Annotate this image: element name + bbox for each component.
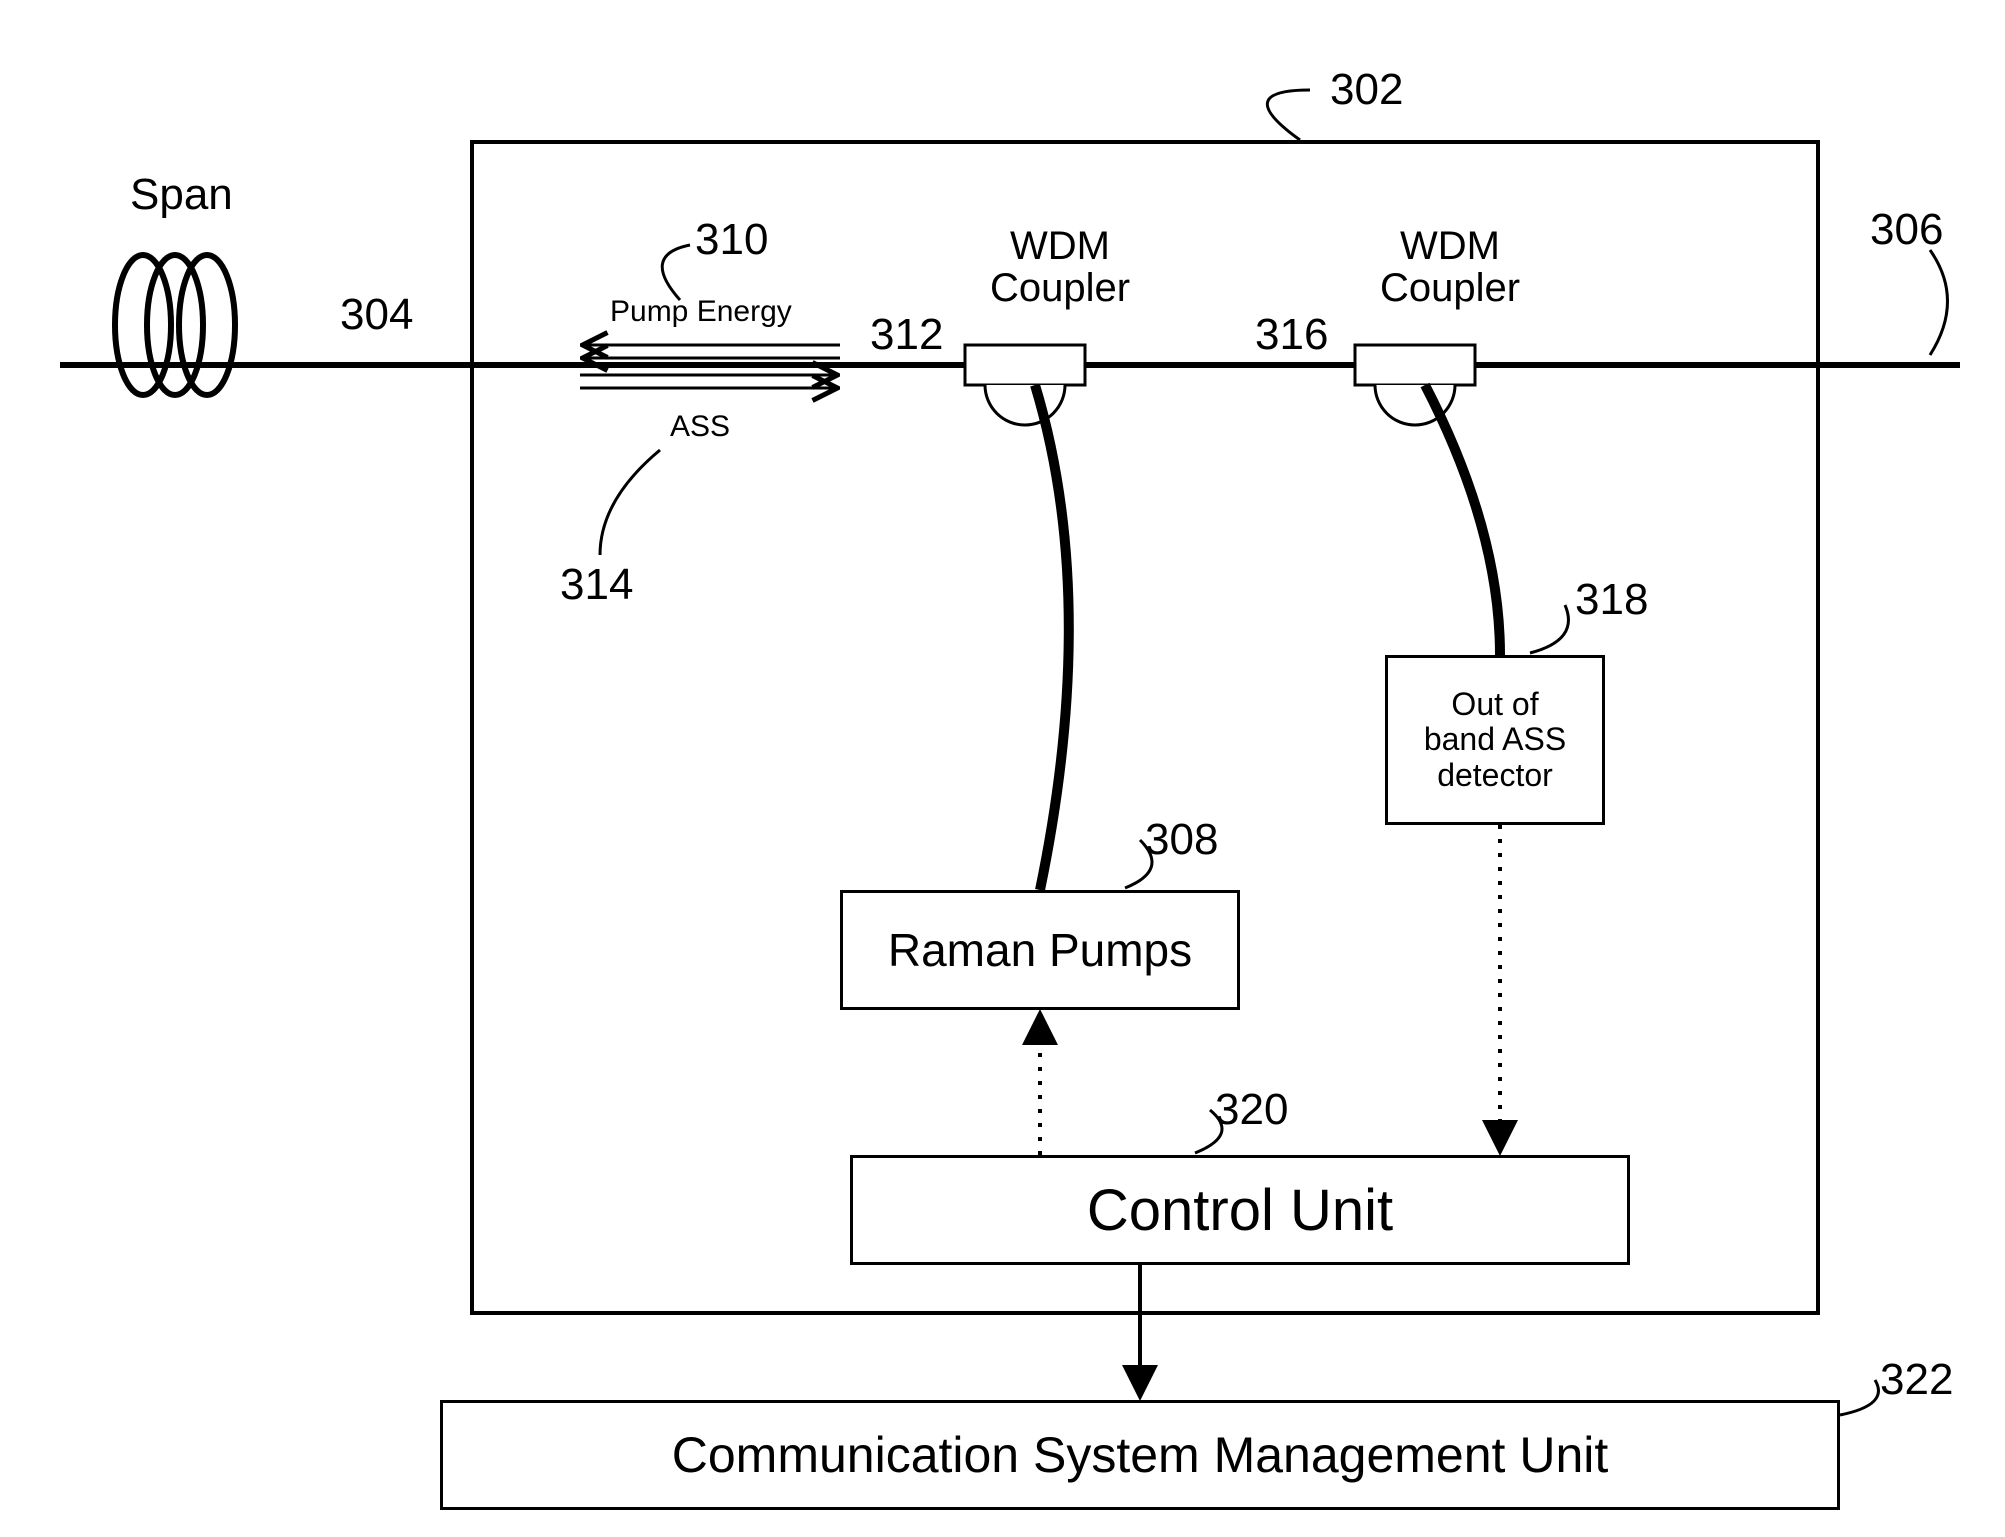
- ref-308: 308: [1145, 815, 1218, 865]
- leader-322: [1840, 1380, 1878, 1415]
- coupler2-wdm: WDM: [1350, 225, 1550, 267]
- span-label: Span: [130, 170, 233, 220]
- span-coil-icon: [115, 255, 235, 395]
- ref-320: 320: [1215, 1085, 1288, 1135]
- ref-322: 322: [1880, 1355, 1953, 1405]
- ref-306: 306: [1870, 205, 1943, 255]
- ass-label: ASS: [670, 410, 730, 444]
- control-unit-block: Control Unit: [850, 1155, 1630, 1265]
- diagram-canvas: Raman Pumps Out of band ASS detector Con…: [0, 0, 2005, 1537]
- ref-304: 304: [340, 290, 413, 340]
- ref-312: 312: [870, 310, 943, 360]
- coupler1-coupler: Coupler: [960, 267, 1160, 309]
- leader-302: [1267, 90, 1310, 140]
- detector-label-group: Out of band ASS detector: [1424, 687, 1566, 793]
- mgmt-unit-label: Communication System Management Unit: [672, 1426, 1609, 1484]
- mgmt-unit-block: Communication System Management Unit: [440, 1400, 1840, 1510]
- ref-302: 302: [1330, 65, 1403, 115]
- coupler1-title-block: WDM Coupler: [960, 225, 1160, 309]
- detector-line1: Out of: [1424, 687, 1566, 722]
- leader-306: [1930, 250, 1948, 355]
- ref-310: 310: [695, 215, 768, 265]
- pump-energy-label: Pump Energy: [610, 295, 792, 329]
- detector-line2: band ASS: [1424, 722, 1566, 757]
- detector-block: Out of band ASS detector: [1385, 655, 1605, 825]
- raman-pumps-label: Raman Pumps: [888, 923, 1192, 977]
- coupler1-wdm: WDM: [960, 225, 1160, 267]
- ref-318: 318: [1575, 575, 1648, 625]
- ref-316: 316: [1255, 310, 1328, 360]
- detector-line3: detector: [1424, 758, 1566, 793]
- control-unit-label: Control Unit: [1087, 1177, 1393, 1244]
- ref-314: 314: [560, 560, 633, 610]
- raman-pumps-block: Raman Pumps: [840, 890, 1240, 1010]
- coupler2-coupler: Coupler: [1350, 267, 1550, 309]
- coupler2-title-block: WDM Coupler: [1350, 225, 1550, 309]
